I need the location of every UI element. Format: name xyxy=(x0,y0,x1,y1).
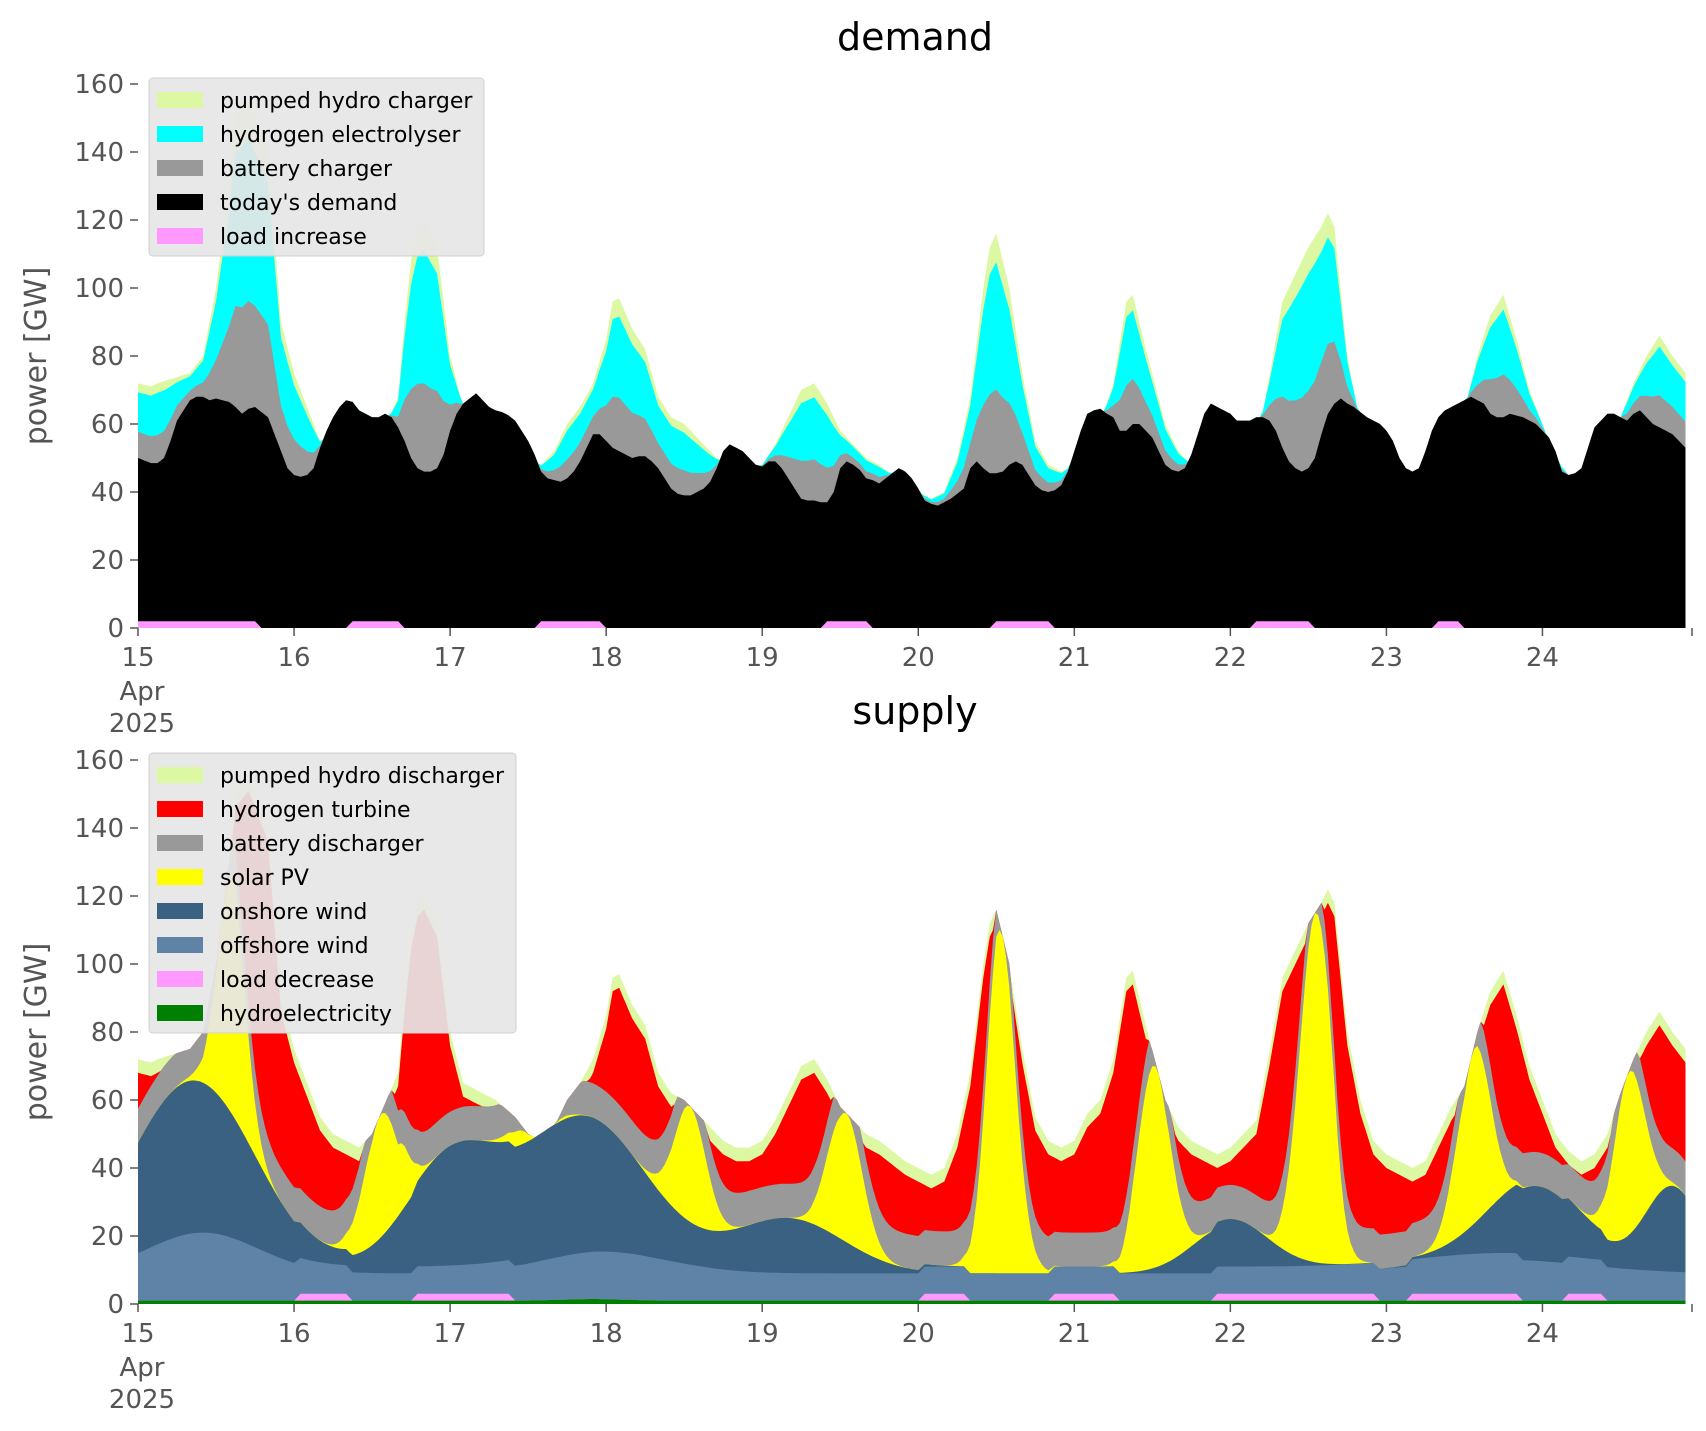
x-tick-label: 21 xyxy=(1058,643,1091,673)
y-tick-label: 160 xyxy=(74,70,124,100)
x-tick-sublabel: Apr xyxy=(120,677,165,707)
legend-entry: load increase xyxy=(220,225,367,250)
x-tick-sublabel: 2025 xyxy=(109,1385,175,1415)
x-tick-label: 17 xyxy=(434,1319,467,1349)
x-tick-label: 20 xyxy=(902,1319,935,1349)
x-tick-sublabel: 2025 xyxy=(109,709,175,739)
chart-title: demand xyxy=(837,15,993,59)
legend-entry: load decrease xyxy=(220,968,374,993)
legend: pumped hydro discharger hydrogen turbine b… xyxy=(148,752,517,1034)
legend-swatch xyxy=(157,1005,203,1021)
legend-swatch xyxy=(157,228,203,244)
legend-swatch xyxy=(157,937,203,953)
x-tick-label: 24 xyxy=(1526,1319,1559,1349)
x-tick-label: 15 xyxy=(121,643,154,673)
legend-swatch xyxy=(157,801,203,817)
legend-entry: hydroelectricity xyxy=(220,1002,392,1027)
x-tick-label: 16 xyxy=(278,1319,311,1349)
area-onshore-wind xyxy=(138,1080,1686,1304)
y-tick-label: 140 xyxy=(74,138,124,168)
legend-swatch xyxy=(157,92,203,108)
x-tick-label: 19 xyxy=(746,643,779,673)
legend-swatch xyxy=(157,903,203,919)
legend-swatch xyxy=(157,835,203,851)
legend-entry: hydrogen electrolyser xyxy=(220,123,461,148)
chart-panel-demand: demand 0 20 40 60 80 100 120 140 160 power [GW] 15 A… xyxy=(19,15,1693,739)
chart-title: supply xyxy=(852,689,977,733)
legend-entry: pumped hydro discharger xyxy=(220,764,505,789)
y-tick-label: 40 xyxy=(91,478,124,508)
area-today-s-demand xyxy=(138,393,1686,628)
legend-entry: hydrogen turbine xyxy=(220,798,411,823)
x-tick-label: 17 xyxy=(434,643,467,673)
y-tick-label: 100 xyxy=(74,950,124,980)
y-tick-label: 120 xyxy=(74,206,124,236)
legend-entry: offshore wind xyxy=(220,934,369,959)
legend-entry: solar PV xyxy=(220,866,309,891)
legend-swatch xyxy=(157,971,203,987)
legend-entry: battery discharger xyxy=(220,832,425,857)
legend: pumped hydro charger hydrogen electrolyse… xyxy=(148,77,485,257)
y-tick-label: 0 xyxy=(107,1290,124,1320)
area-offshore-wind xyxy=(138,1232,1686,1304)
x-tick-label: 15 xyxy=(121,1319,154,1349)
y-tick-label: 40 xyxy=(91,1154,124,1184)
y-tick-label: 60 xyxy=(91,1086,124,1116)
y-tick-label: 160 xyxy=(74,746,124,776)
area-hydroelectricity xyxy=(138,1298,1686,1304)
legend-entry: onshore wind xyxy=(220,900,367,925)
x-tick-label: 23 xyxy=(1370,643,1403,673)
y-tick-label: 60 xyxy=(91,410,124,440)
x-tick-label: 22 xyxy=(1214,643,1247,673)
y-tick-label: 100 xyxy=(74,274,124,304)
y-tick-label: 20 xyxy=(91,546,124,576)
legend-entry: battery charger xyxy=(220,157,393,182)
legend-swatch xyxy=(157,126,203,142)
legend-entry: pumped hydro charger xyxy=(220,89,473,114)
x-tick-label: 20 xyxy=(902,643,935,673)
x-tick-label: 23 xyxy=(1370,1319,1403,1349)
y-axis-label: power [GW] xyxy=(19,267,54,446)
x-tick-label: 24 xyxy=(1526,643,1559,673)
x-tick-label: 18 xyxy=(590,1319,623,1349)
y-tick-label: 80 xyxy=(91,1018,124,1048)
legend-swatch xyxy=(157,160,203,176)
area-load-increase xyxy=(138,621,1686,628)
legend-entry: today's demand xyxy=(220,191,397,216)
chart-panel-supply: supply 0 20 40 60 80 100 120 140 160 power [GW] 15 A… xyxy=(19,689,1693,1415)
x-tick-sublabel: Apr xyxy=(120,1353,165,1383)
legend-swatch xyxy=(157,194,203,210)
legend-box xyxy=(148,77,485,257)
legend-box xyxy=(148,752,517,1034)
legend-swatch xyxy=(157,869,203,885)
x-tick-label: 16 xyxy=(278,643,311,673)
x-tick-label: 22 xyxy=(1214,1319,1247,1349)
y-tick-label: 120 xyxy=(74,882,124,912)
y-axis-label: power [GW] xyxy=(19,943,54,1122)
y-tick-label: 80 xyxy=(91,342,124,372)
x-tick-label: 21 xyxy=(1058,1319,1091,1349)
x-tick-label: 18 xyxy=(590,643,623,673)
legend-swatch xyxy=(157,767,203,783)
y-tick-label: 140 xyxy=(74,814,124,844)
y-tick-label: 20 xyxy=(91,1222,124,1252)
x-tick-label: 19 xyxy=(746,1319,779,1349)
y-tick-label: 0 xyxy=(107,614,124,644)
